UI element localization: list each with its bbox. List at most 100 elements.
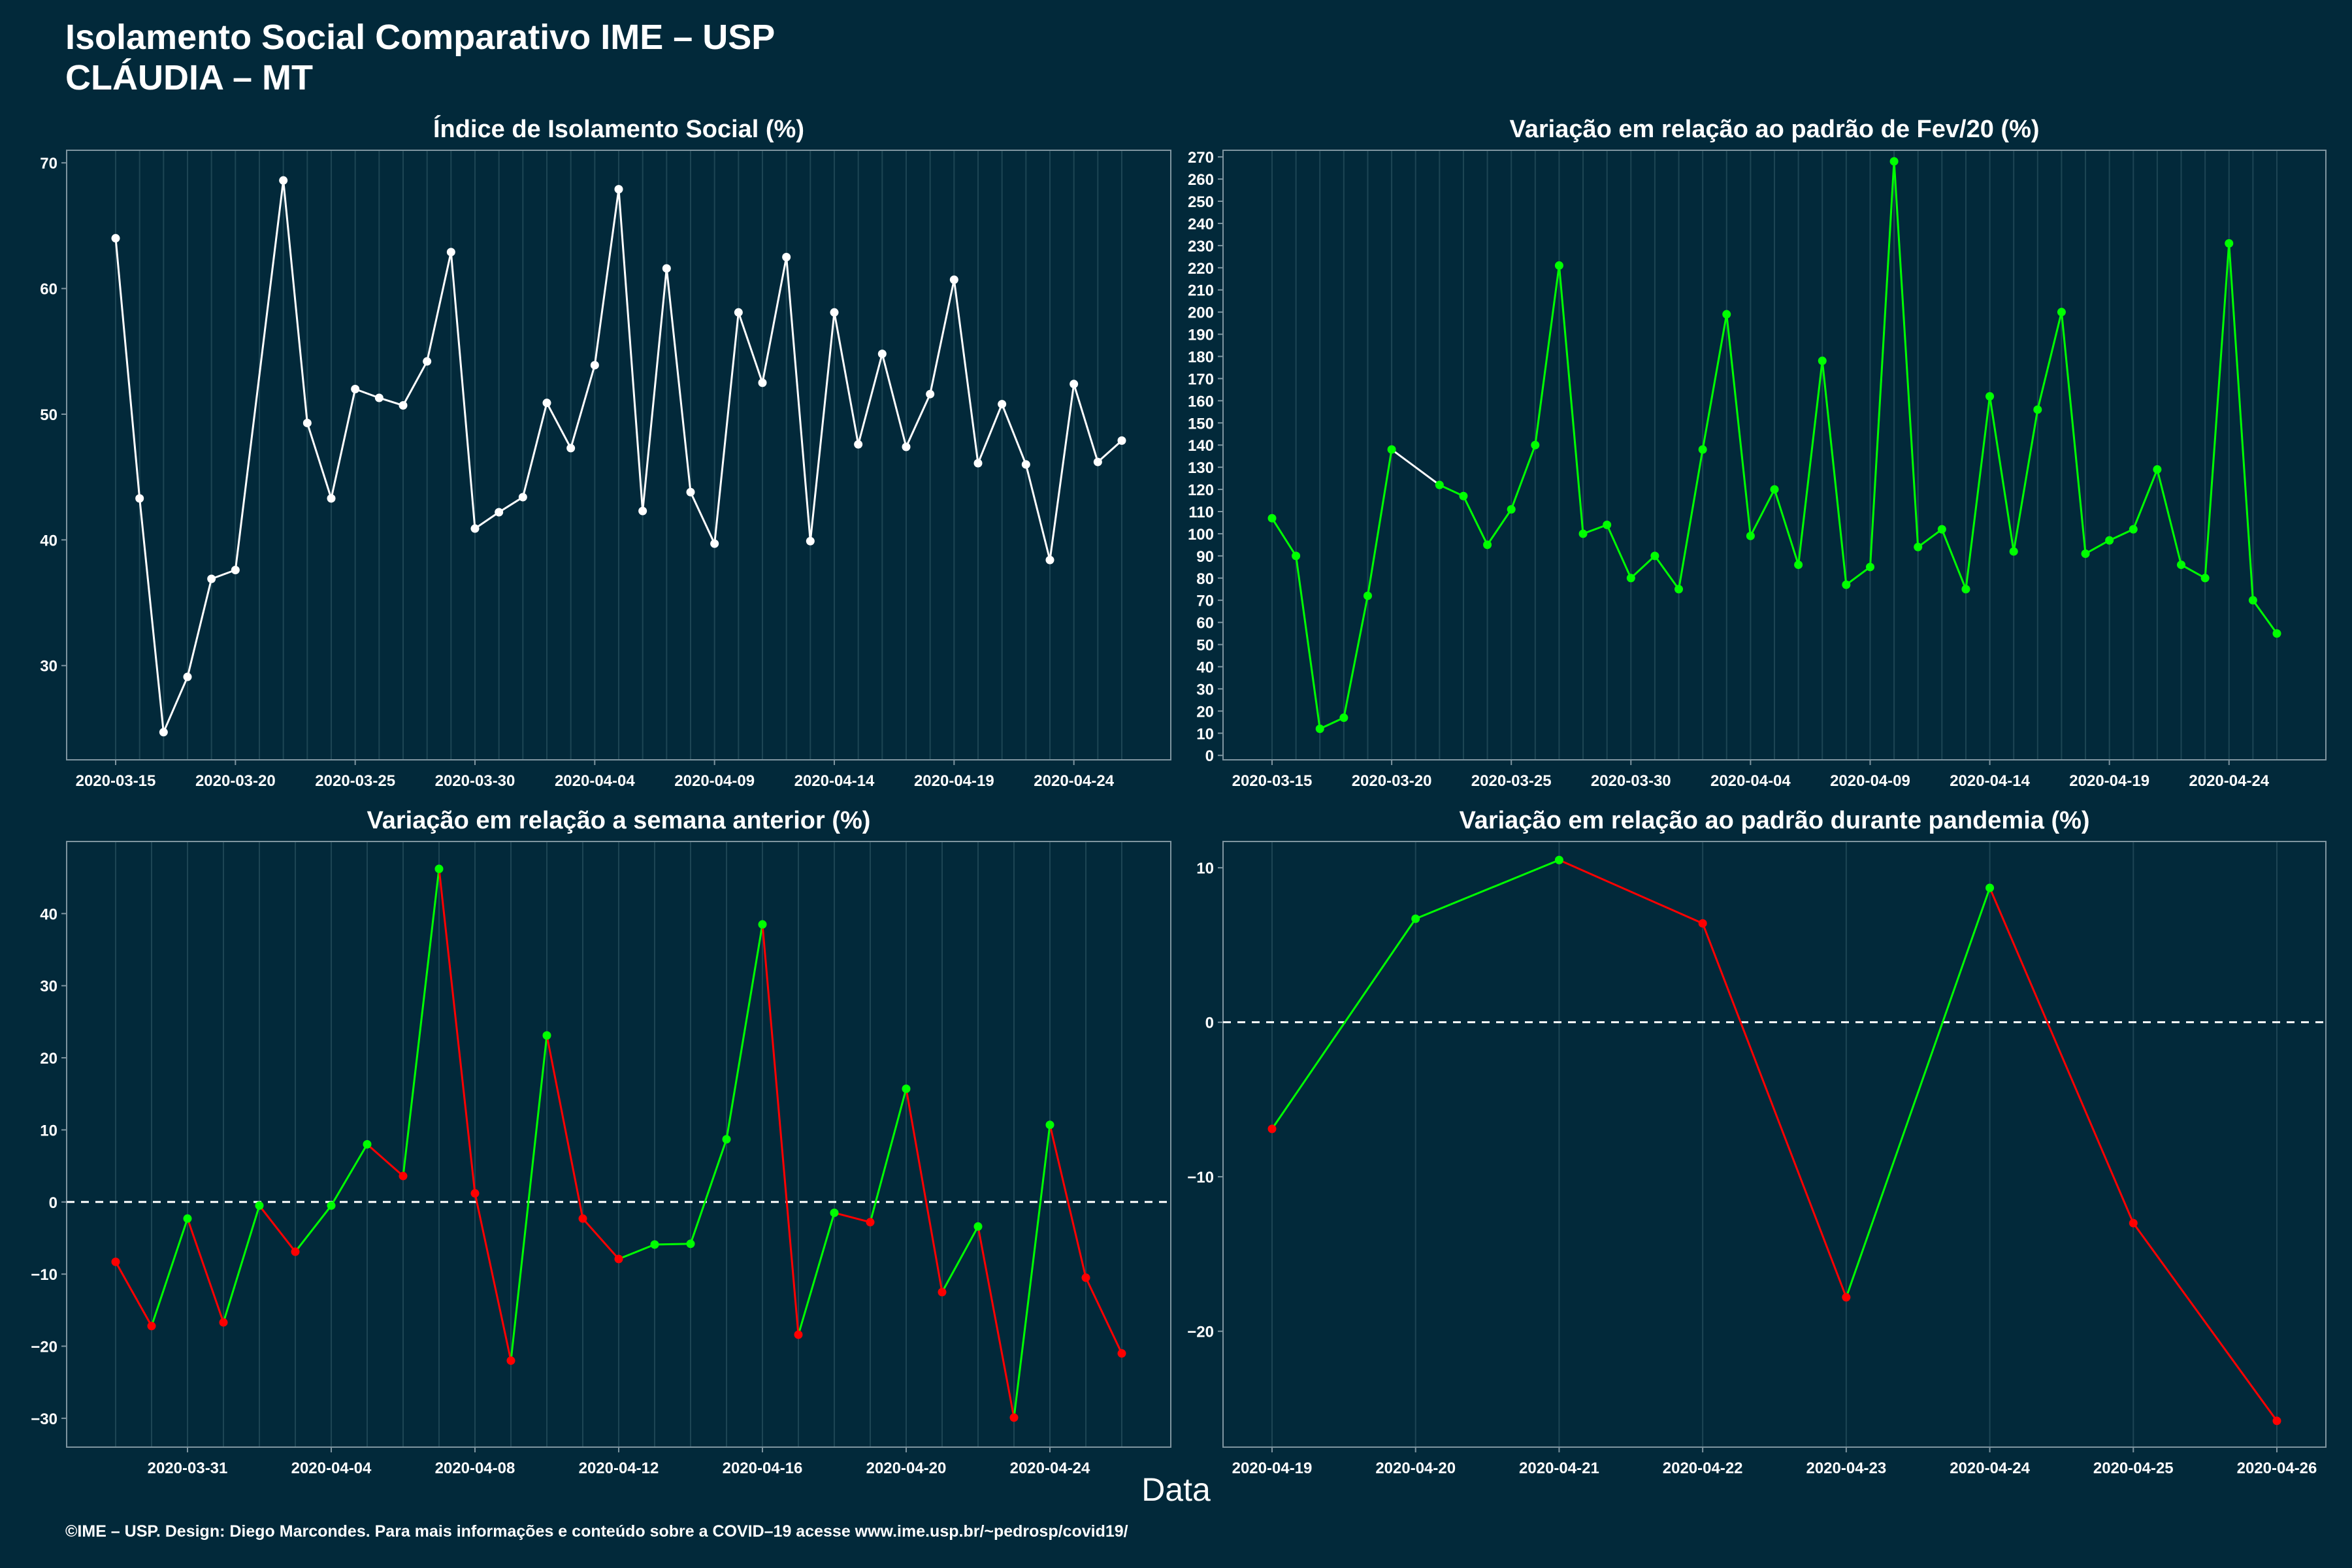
p3-point: [794, 1330, 803, 1339]
p4-segment: [1415, 858, 1560, 920]
p3-point: [902, 1085, 911, 1094]
p2-segment: [1917, 528, 1943, 548]
p3-segment: [689, 1139, 728, 1245]
p1-segment: [642, 268, 668, 512]
p2-y-tick-label: 150: [1188, 415, 1214, 433]
p2-point: [2200, 574, 2210, 583]
p1-point: [973, 459, 983, 468]
p3-point: [686, 1239, 695, 1249]
p1-point: [1070, 380, 1079, 389]
p1-point: [998, 400, 1007, 409]
p1-segment: [521, 402, 548, 498]
p2-segment: [2060, 312, 2087, 554]
p2-segment: [2156, 469, 2182, 565]
p3-segment: [761, 924, 800, 1335]
p2-segment: [1821, 361, 1848, 585]
p3-x-tick-label: 2020-04-24: [1010, 1460, 1090, 1477]
p2-y-tick-label: 260: [1188, 171, 1214, 189]
p1-point: [399, 401, 408, 410]
p1-point: [1021, 460, 1030, 469]
p2-y-tick-label: 110: [1188, 504, 1214, 521]
p2-segment: [2012, 409, 2039, 552]
p1-x-tick-label: 2020-04-24: [1034, 772, 1114, 790]
p2-segment: [2228, 243, 2254, 600]
p2-point: [1507, 505, 1516, 514]
p2-point: [1794, 560, 1803, 569]
p4-x-tick-label: 2020-04-23: [1806, 1460, 1886, 1477]
p2-segment: [2204, 243, 2230, 578]
p1-point: [734, 308, 743, 317]
p1-point: [1045, 555, 1054, 564]
p2-segment: [1773, 489, 1800, 565]
p2-point: [2248, 596, 2257, 605]
p3-point: [219, 1318, 228, 1327]
p1-x-tick-label: 2020-03-15: [76, 772, 156, 790]
p2-point: [2272, 629, 2281, 638]
p1-segment: [449, 252, 476, 529]
p3-point: [183, 1214, 192, 1223]
p2-y-tick-label: 200: [1188, 304, 1214, 322]
p2-point: [1603, 520, 1612, 529]
p1-segment: [402, 361, 428, 406]
p2-y-tick-label: 100: [1188, 526, 1214, 544]
p1-segment: [306, 422, 333, 499]
p1-point: [854, 440, 863, 449]
p2-y-tick-label: 0: [1205, 747, 1214, 765]
p1-point: [135, 494, 144, 503]
p2-x-tick-label: 2020-04-14: [1950, 772, 2030, 790]
p2-point: [1387, 445, 1396, 454]
p2-y-tick-label: 30: [1196, 681, 1214, 698]
p2-point: [1722, 310, 1731, 319]
p2-segment: [1606, 524, 1632, 579]
p2-x-tick-label: 2020-04-19: [2069, 772, 2149, 790]
p3-point: [1117, 1349, 1126, 1358]
footer-credits: ©IME – USP. Design: Diego Marcondes. Par…: [65, 1522, 1128, 1541]
p3-point: [1081, 1273, 1090, 1282]
p2-segment: [1869, 161, 1895, 567]
p2-point: [1842, 580, 1851, 589]
p1-point: [351, 385, 360, 394]
p2-point: [1292, 551, 1301, 561]
p2-x-tick-label: 2020-03-30: [1591, 772, 1671, 790]
p1-point: [830, 308, 839, 317]
p1-segment: [593, 189, 620, 366]
p2-segment: [1893, 161, 1919, 547]
p2-y-tick-label: 40: [1196, 659, 1214, 677]
p1-x-tick-label: 2020-04-09: [674, 772, 755, 790]
p3-x-tick-label: 2020-04-08: [435, 1460, 515, 1477]
p3-segment: [222, 1205, 261, 1323]
p1-segment: [953, 279, 979, 464]
p2-segment: [2132, 468, 2159, 530]
p2-frame: [1222, 150, 2327, 760]
p1-point: [949, 275, 958, 284]
p2-segment: [1654, 555, 1680, 590]
p2-segment: [1678, 449, 1704, 590]
p3-segment: [150, 1218, 189, 1327]
p1-point: [877, 350, 887, 359]
p2-segment: [1845, 566, 1871, 586]
p2-segment: [1366, 449, 1393, 596]
p1-x-tick-label: 2020-03-30: [435, 772, 515, 790]
p1-segment: [617, 189, 644, 512]
p4-x-tick-label: 2020-04-19: [1232, 1460, 1313, 1477]
p2-point: [1746, 531, 1755, 540]
p2-title: Variação em relação ao padrão de Fev/20 …: [1509, 116, 2039, 143]
p2-x-tick-label: 2020-03-25: [1471, 772, 1552, 790]
p1-segment: [546, 402, 572, 449]
p4-x-tick-label: 2020-04-22: [1663, 1460, 1743, 1477]
p2-point: [1459, 491, 1468, 500]
p4-y-tick-label: 0: [1205, 1015, 1214, 1032]
p3-point: [255, 1201, 264, 1210]
p3-point: [1009, 1413, 1019, 1422]
p1-point: [806, 536, 815, 546]
p2-point: [1914, 542, 1923, 551]
p1-segment: [114, 238, 141, 499]
p1-segment: [1049, 384, 1075, 561]
p1-point: [710, 539, 719, 548]
p2-y-tick-label: 180: [1188, 349, 1214, 367]
p1-segment: [330, 389, 357, 499]
p3-y-tick-label: −20: [31, 1339, 57, 1356]
p1-segment: [426, 252, 452, 362]
p4-panel: Variação em relação ao padrão durante pa…: [1187, 807, 2327, 1477]
p2-segment: [1965, 396, 1991, 589]
